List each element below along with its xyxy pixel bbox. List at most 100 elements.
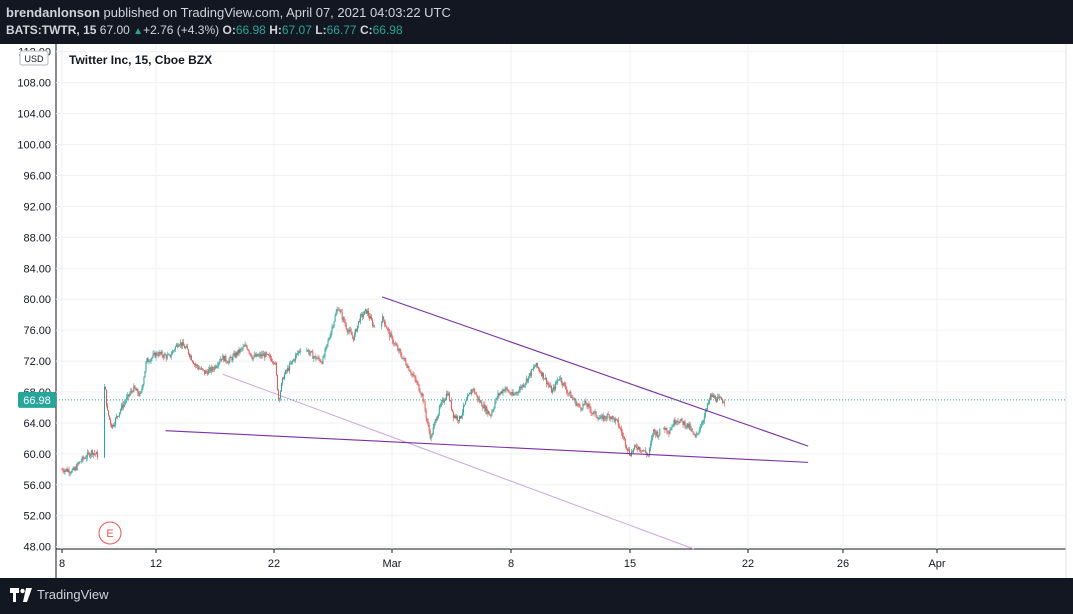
candle-body bbox=[81, 456, 83, 461]
candle-body bbox=[235, 352, 237, 358]
candle bbox=[278, 397, 280, 403]
candle bbox=[117, 415, 119, 420]
candle-body bbox=[95, 452, 97, 455]
candle bbox=[576, 401, 578, 407]
candle-body bbox=[493, 408, 495, 411]
earnings-marker-label: E bbox=[106, 528, 113, 540]
candle-body bbox=[516, 392, 518, 394]
candle bbox=[397, 343, 399, 352]
candle-body bbox=[62, 469, 64, 472]
candle-body bbox=[523, 384, 525, 387]
candle bbox=[561, 377, 563, 386]
candle bbox=[195, 362, 197, 369]
candle bbox=[440, 399, 442, 408]
chart-panel[interactable]: 48.0052.0056.0060.0064.0068.0072.0076.00… bbox=[0, 44, 1073, 578]
low-value: 66.77 bbox=[326, 23, 357, 37]
candle bbox=[554, 384, 556, 393]
candle bbox=[255, 352, 257, 358]
candle-body bbox=[88, 452, 90, 457]
candle-body bbox=[244, 344, 246, 347]
candle bbox=[623, 436, 625, 441]
candle bbox=[602, 412, 604, 423]
candle-body bbox=[373, 325, 375, 327]
candle-body bbox=[225, 355, 227, 362]
candle-body bbox=[547, 383, 549, 385]
candle bbox=[331, 323, 333, 335]
candle bbox=[430, 433, 432, 442]
candle bbox=[672, 423, 674, 427]
candle bbox=[666, 427, 668, 435]
candle-body bbox=[232, 355, 234, 361]
candle bbox=[643, 449, 645, 452]
candle-body bbox=[596, 416, 598, 418]
candle bbox=[558, 379, 560, 381]
candle-body bbox=[65, 468, 67, 471]
candle bbox=[79, 461, 81, 463]
candle-body bbox=[280, 383, 282, 392]
candle-body bbox=[435, 419, 437, 421]
candle-body bbox=[430, 435, 432, 439]
candle bbox=[365, 309, 367, 315]
candle bbox=[164, 352, 166, 356]
candle bbox=[652, 433, 654, 441]
candle-body bbox=[419, 390, 421, 394]
candle bbox=[467, 392, 469, 400]
candle bbox=[326, 343, 328, 350]
candle-body bbox=[469, 392, 471, 395]
candle-body bbox=[371, 316, 373, 320]
candle-body bbox=[364, 309, 366, 312]
candle-body bbox=[530, 369, 532, 376]
candle bbox=[291, 361, 293, 365]
candle bbox=[501, 389, 503, 395]
candle-body bbox=[447, 393, 449, 396]
candle bbox=[87, 450, 89, 455]
candle bbox=[168, 353, 170, 356]
candle bbox=[444, 397, 446, 401]
candle-body bbox=[293, 359, 295, 361]
candle bbox=[468, 393, 470, 397]
candle bbox=[94, 453, 96, 457]
candle bbox=[513, 392, 515, 396]
candle bbox=[658, 434, 660, 440]
candle-body bbox=[424, 402, 426, 411]
candle bbox=[682, 420, 684, 428]
candle bbox=[580, 407, 582, 413]
candle-body bbox=[585, 400, 587, 405]
candle-body bbox=[327, 340, 329, 345]
candle bbox=[579, 402, 581, 408]
candle-body bbox=[577, 403, 579, 405]
candle-body bbox=[600, 416, 602, 419]
candle bbox=[390, 332, 392, 338]
candle-body bbox=[572, 397, 574, 399]
tradingview-logo[interactable]: TradingView bbox=[10, 587, 109, 602]
candle-body bbox=[210, 367, 212, 372]
candle bbox=[638, 446, 640, 451]
candle-body bbox=[323, 356, 325, 358]
candle-body bbox=[592, 413, 594, 414]
candle bbox=[614, 416, 616, 425]
candle-body bbox=[344, 322, 346, 325]
candle bbox=[601, 413, 603, 420]
candle bbox=[327, 337, 329, 348]
candle bbox=[520, 385, 522, 390]
candle-body bbox=[527, 376, 529, 382]
candle bbox=[556, 379, 558, 385]
candle-body bbox=[299, 351, 301, 352]
candle-body bbox=[465, 401, 467, 405]
candle-body bbox=[565, 384, 567, 389]
candle bbox=[403, 355, 405, 361]
candle bbox=[166, 351, 168, 361]
candle bbox=[123, 400, 125, 411]
candle-body bbox=[195, 364, 197, 366]
candle bbox=[411, 373, 413, 378]
candle-body bbox=[676, 421, 678, 423]
candle-body bbox=[566, 388, 568, 393]
candle-body bbox=[243, 346, 245, 348]
candle-body bbox=[345, 324, 347, 330]
candle-body bbox=[236, 352, 238, 355]
price-chart[interactable]: 48.0052.0056.0060.0064.0068.0072.0076.00… bbox=[0, 44, 1073, 578]
candle bbox=[219, 358, 221, 365]
candle-body bbox=[308, 350, 310, 354]
candle bbox=[235, 351, 237, 359]
candle bbox=[723, 400, 725, 404]
